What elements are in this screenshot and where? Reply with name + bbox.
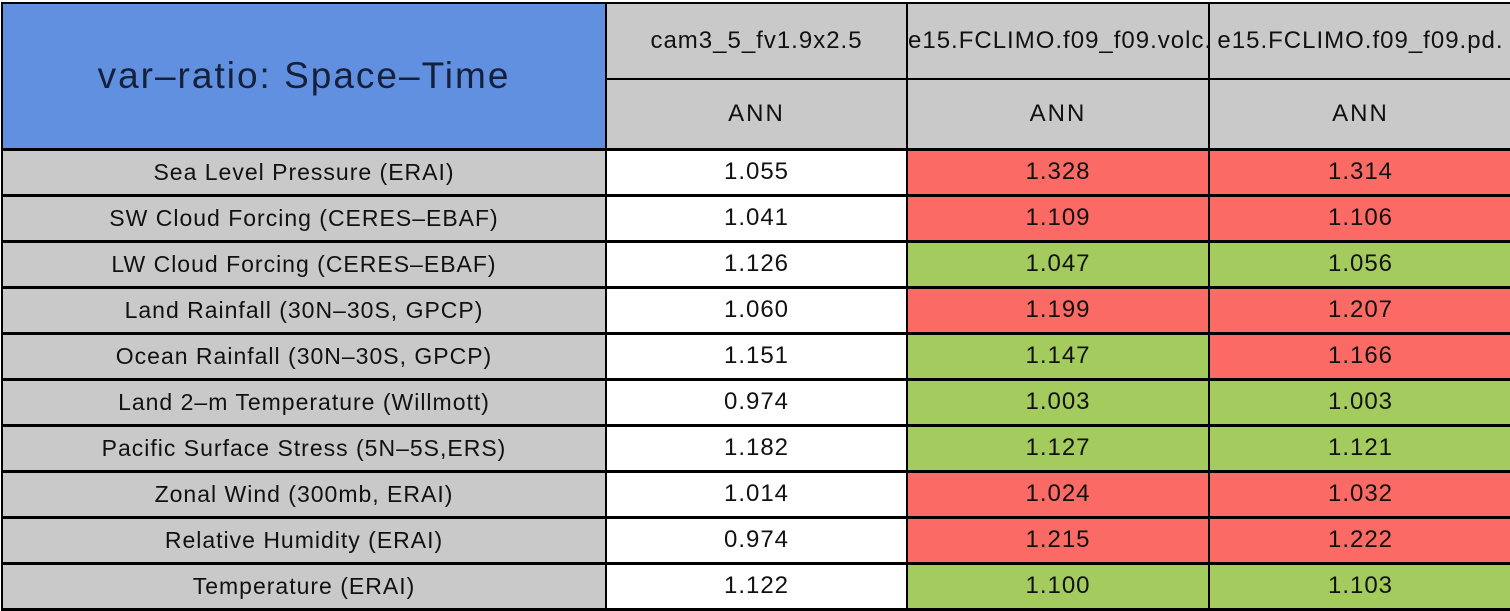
value-cell: 1.109 [906,193,1210,243]
value-cell: 1.047 [906,239,1210,289]
row-label: Land Rainfall (30N–30S, GPCP) [1,285,607,335]
column-header-season-2: ANN [906,78,1210,150]
value-cell: 1.041 [605,193,908,243]
table-row: Relative Humidity (ERAI) 0.974 1.215 1.2… [1,515,1510,565]
value-cell: 1.121 [1208,423,1510,473]
value-cell: 1.127 [906,423,1210,473]
value-cell: 1.106 [1208,193,1510,243]
page-title: var–ratio: Space–Time [97,54,511,96]
column-header-case-1: cam3_5_fv1.9x2.5 [605,2,908,80]
row-label: SW Cloud Forcing (CERES–EBAF) [1,193,607,243]
value-cell: 1.003 [906,377,1210,427]
table-row: Temperature (ERAI) 1.122 1.100 1.103 [1,561,1510,611]
value-cell: 1.222 [1208,515,1510,565]
value-cell: 1.215 [906,515,1210,565]
table-row: Pacific Surface Stress (5N–5S,ERS) 1.182… [1,423,1510,473]
case-name-2: e15.FCLIMO.f09_f09.volc. [908,27,1213,54]
row-label: Temperature (ERAI) [1,561,607,611]
column-header-case-3: e15.FCLIMO.f09_f09.pd. [1208,2,1510,80]
value-cell: 1.032 [1208,469,1510,519]
table-row: Land Rainfall (30N–30S, GPCP) 1.060 1.19… [1,285,1510,335]
table-row: Ocean Rainfall (30N–30S, GPCP) 1.151 1.1… [1,331,1510,381]
value-cell: 1.055 [605,147,908,197]
value-cell: 1.182 [605,423,908,473]
row-label: Ocean Rainfall (30N–30S, GPCP) [1,331,607,381]
value-cell: 0.974 [605,377,908,427]
value-cell: 1.122 [605,561,908,611]
row-label: Land 2–m Temperature (Willmott) [1,377,607,427]
case-name-3: e15.FCLIMO.f09_f09.pd. [1217,27,1504,54]
column-header-season-1: ANN [605,78,908,150]
value-cell: 1.103 [1208,561,1510,611]
table-row: Land 2–m Temperature (Willmott) 0.974 1.… [1,377,1510,427]
row-label: Pacific Surface Stress (5N–5S,ERS) [1,423,607,473]
table-body: Sea Level Pressure (ERAI) 1.055 1.328 1.… [1,147,1510,611]
value-cell: 1.060 [605,285,908,335]
table-row: Sea Level Pressure (ERAI) 1.055 1.328 1.… [1,147,1510,197]
case-name-1: cam3_5_fv1.9x2.5 [650,27,863,54]
case-header-row: var–ratio: Space–Time cam3_5_fv1.9x2.5 e… [1,2,1510,150]
value-cell: 1.126 [605,239,908,289]
table-row: SW Cloud Forcing (CERES–EBAF) 1.041 1.10… [1,193,1510,243]
value-cell: 1.151 [605,331,908,381]
value-cell: 1.100 [906,561,1210,611]
column-header-season-3: ANN [1208,78,1510,150]
value-cell: 1.014 [605,469,908,519]
value-cell: 1.003 [1208,377,1510,427]
row-label: Sea Level Pressure (ERAI) [1,147,607,197]
value-cell: 1.147 [906,331,1210,381]
table-row: Zonal Wind (300mb, ERAI) 1.014 1.024 1.0… [1,469,1510,519]
value-cell: 1.328 [906,147,1210,197]
value-cell: 1.166 [1208,331,1510,381]
value-cell: 1.024 [906,469,1210,519]
row-label: Relative Humidity (ERAI) [1,515,607,565]
table-title-cell: var–ratio: Space–Time [1,2,607,150]
value-cell: 1.207 [1208,285,1510,335]
table-row: LW Cloud Forcing (CERES–EBAF) 1.126 1.04… [1,239,1510,289]
value-cell: 0.974 [605,515,908,565]
value-cell: 1.199 [906,285,1210,335]
value-cell: 1.056 [1208,239,1510,289]
row-label: LW Cloud Forcing (CERES–EBAF) [1,239,607,289]
value-cell: 1.314 [1208,147,1510,197]
column-header-case-2: e15.FCLIMO.f09_f09.volc. [906,2,1213,80]
season-header-row: ANN ANN ANN [2,78,1510,150]
row-label: Zonal Wind (300mb, ERAI) [1,469,607,519]
